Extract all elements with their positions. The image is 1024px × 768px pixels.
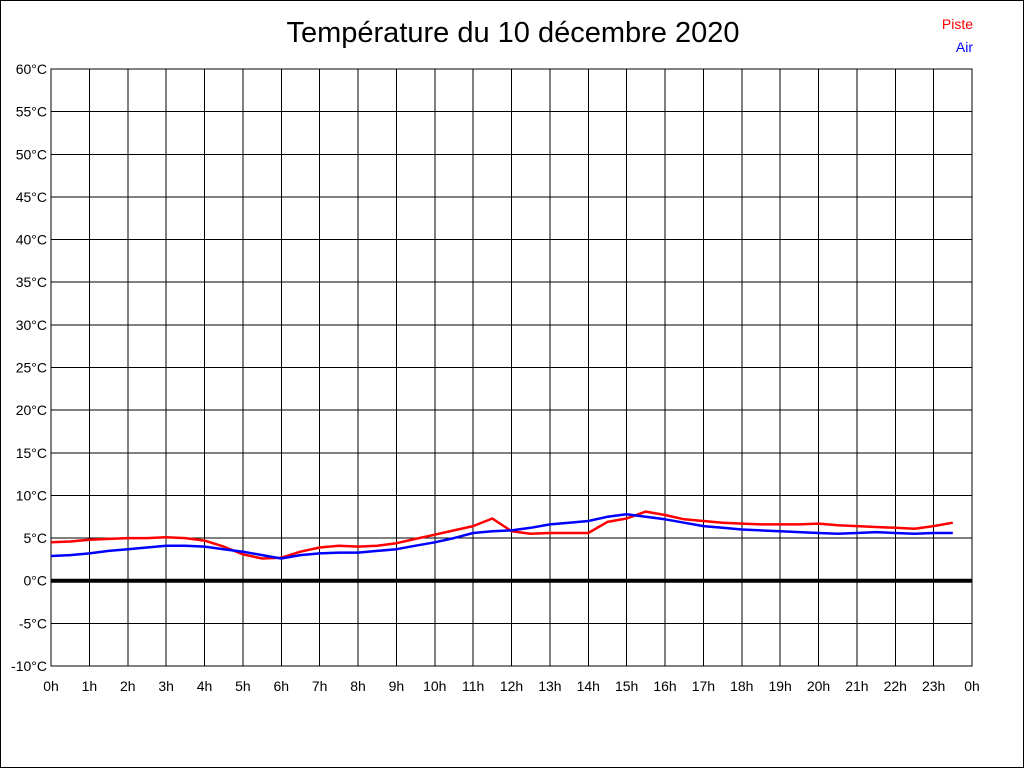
x-tick-label: 13h xyxy=(538,678,561,694)
y-tick-label: 35°C xyxy=(16,274,47,290)
y-tick-label: 50°C xyxy=(16,146,47,162)
x-tick-label: 5h xyxy=(235,678,251,694)
x-tick-label: 7h xyxy=(312,678,328,694)
air-line xyxy=(50,512,953,560)
x-tick-label: 15h xyxy=(615,678,638,694)
y-tick-label: 5°C xyxy=(24,530,48,546)
x-tick-label: 14h xyxy=(577,678,600,694)
plot-frame xyxy=(50,68,973,667)
y-tick-label: 20°C xyxy=(16,402,47,418)
y-tick-label: 60°C xyxy=(16,61,47,77)
x-tick-label: 12h xyxy=(500,678,523,694)
y-tick-label: 25°C xyxy=(16,360,47,376)
chart-legend: Piste Air xyxy=(942,13,973,59)
x-tick-label: 11h xyxy=(462,678,484,694)
x-tick-label: 23h xyxy=(922,678,945,694)
y-tick-label: 15°C xyxy=(16,445,47,461)
x-tick-label: 9h xyxy=(389,678,405,694)
chart-title: Température du 10 décembre 2020 xyxy=(286,17,740,49)
x-tick-label: 8h xyxy=(350,678,366,694)
x-tick-label: 3h xyxy=(158,678,174,694)
x-tick-label: 2h xyxy=(120,678,136,694)
x-tick-label: 10h xyxy=(423,678,446,694)
x-tick-label: 6h xyxy=(273,678,289,694)
x-tick-label: 17h xyxy=(692,678,715,694)
legend-item-piste: Piste xyxy=(941,16,973,32)
x-tick-label: 0h xyxy=(43,678,59,694)
y-tick-label: 55°C xyxy=(16,104,47,120)
x-tick-label: 22h xyxy=(884,678,907,694)
x-tick-label: 21h xyxy=(845,678,868,694)
x-tick-label: 16h xyxy=(653,678,676,694)
x-tick-label: 20h xyxy=(807,678,830,694)
x-tick-label: 19h xyxy=(768,678,791,694)
piste-line xyxy=(50,510,954,560)
x-tick-label: 1h xyxy=(82,678,98,694)
y-tick-label: 10°C xyxy=(16,487,47,503)
x-tick-label: 4h xyxy=(197,678,213,694)
y-tick-label: 30°C xyxy=(16,317,47,333)
legend-item-air: Air xyxy=(955,39,973,55)
x-tick-label: 18h xyxy=(730,678,753,694)
y-tick-label: -5°C xyxy=(19,615,47,631)
y-tick-label: 40°C xyxy=(16,232,47,248)
y-tick-label: -10°C xyxy=(11,658,47,674)
x-tick-label: 0h xyxy=(964,678,980,694)
y-tick-label: 0°C xyxy=(24,573,48,589)
y-tick-label: 45°C xyxy=(16,189,47,205)
